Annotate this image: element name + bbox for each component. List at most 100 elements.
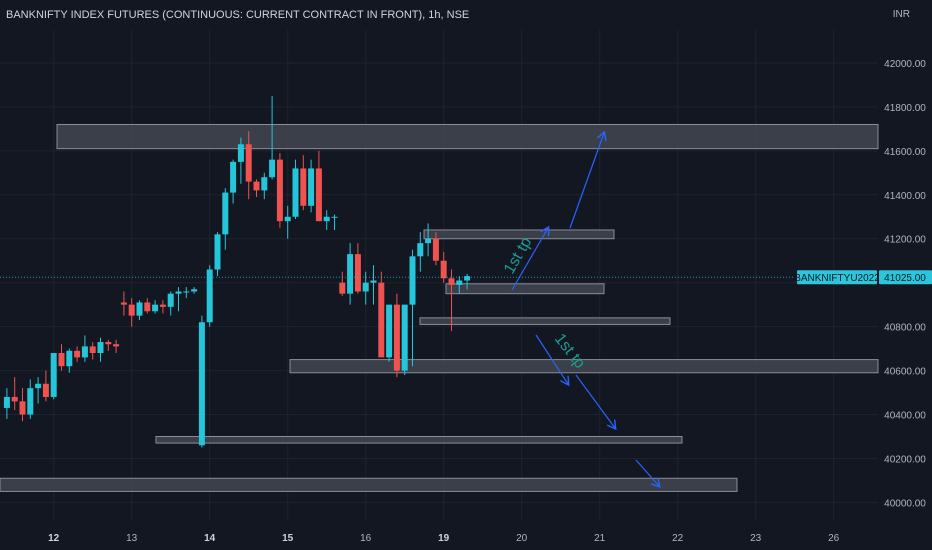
- price-zone[interactable]: [0, 477, 738, 492]
- y-tick-label: 41400.00: [884, 191, 926, 202]
- candle-body: [253, 181, 260, 191]
- candle-body: [89, 346, 96, 354]
- candle-body: [66, 350, 73, 367]
- candle-body: [378, 282, 385, 358]
- currency-label: INR: [892, 9, 910, 20]
- candle-body: [237, 144, 244, 162]
- x-tick-label: 12: [48, 533, 60, 544]
- candle-body: [128, 304, 135, 316]
- candle-body: [11, 396, 18, 402]
- y-tick-label: 40600.00: [884, 367, 926, 378]
- y-tick-label: 40400.00: [884, 411, 926, 422]
- candle-body: [120, 302, 127, 305]
- candle-body: [269, 159, 276, 178]
- candle-body: [58, 353, 65, 367]
- candle-body: [308, 168, 315, 206]
- arrow-drawing: [569, 133, 604, 229]
- candle-body: [113, 344, 120, 347]
- arrow-drawing: [575, 374, 615, 428]
- candle-body: [230, 161, 237, 193]
- arrow-drawing: [635, 459, 659, 486]
- candle-body: [42, 383, 49, 397]
- candle-body: [362, 282, 369, 292]
- candle-body: [245, 144, 252, 182]
- candle-body: [409, 256, 416, 305]
- candle-body: [81, 346, 88, 358]
- candle-body: [339, 282, 346, 294]
- candle-body: [167, 293, 174, 307]
- x-tick-label: 20: [516, 533, 528, 544]
- candle-body: [35, 383, 42, 389]
- y-tick-label: 41600.00: [884, 147, 926, 158]
- candle-body: [386, 304, 393, 358]
- candle-body: [401, 304, 408, 371]
- price-zone[interactable]: [56, 123, 879, 150]
- candle-body: [284, 216, 291, 222]
- candle-body: [183, 291, 190, 293]
- candle-body: [292, 168, 299, 217]
- x-tick-label: 14: [204, 533, 216, 544]
- x-tick-label: 15: [282, 533, 294, 544]
- x-tick-label: 22: [672, 533, 684, 544]
- candle-body: [222, 192, 229, 235]
- candle-body: [198, 322, 205, 446]
- price-zone[interactable]: [419, 317, 671, 325]
- price-zone[interactable]: [289, 359, 879, 374]
- candle-body: [347, 254, 354, 294]
- candle-body: [19, 401, 26, 415]
- price-zone[interactable]: [445, 283, 605, 295]
- annotation-text: 1st tp: [501, 234, 535, 276]
- candle-body: [97, 342, 104, 354]
- last-price-tag-bg: [879, 270, 932, 285]
- candle-body: [464, 276, 471, 281]
- candle-body: [105, 342, 112, 345]
- candle-body: [50, 353, 57, 397]
- candle-body: [261, 177, 268, 191]
- x-tick-label: 16: [360, 533, 372, 544]
- y-tick-label: 42000.00: [884, 59, 926, 70]
- y-tick-label: 41200.00: [884, 235, 926, 246]
- candle-body: [214, 234, 221, 270]
- candle-body: [191, 289, 198, 292]
- x-tick-label: 23: [750, 533, 762, 544]
- x-tick-label: 13: [126, 533, 138, 544]
- candle-body: [152, 304, 159, 312]
- candle-body: [370, 280, 377, 283]
- candle-body: [448, 278, 455, 285]
- candle-body: [300, 168, 307, 206]
- candle-body: [425, 238, 432, 244]
- x-tick-label: 19: [438, 533, 450, 544]
- candle-body: [354, 254, 361, 292]
- candle-body: [159, 304, 166, 307]
- y-tick-label: 41800.00: [884, 103, 926, 114]
- candle-body: [440, 260, 447, 279]
- candle-body: [331, 216, 338, 218]
- candle-body: [276, 159, 283, 222]
- candle-body: [315, 168, 322, 222]
- last-price-tag: 41025.00: [884, 273, 926, 284]
- y-tick-label: 40200.00: [884, 454, 926, 465]
- y-tick-label: 40800.00: [884, 323, 926, 334]
- candle-body: [393, 304, 400, 371]
- candle-body: [175, 291, 182, 294]
- candle-body: [417, 243, 424, 257]
- arrow-drawing: [535, 334, 568, 384]
- price-zone[interactable]: [155, 436, 683, 444]
- candle-body: [432, 238, 439, 261]
- symbol-label: BANKNIFTYU2022: [794, 273, 880, 284]
- x-tick-label: 26: [828, 533, 840, 544]
- candle-body: [74, 350, 81, 358]
- y-tick-label: 40000.00: [884, 498, 926, 509]
- candle-body: [206, 269, 213, 323]
- candle-body: [3, 396, 10, 408]
- chart-title: BANKNIFTY INDEX FUTURES (CONTINUOUS: CUR…: [6, 9, 470, 21]
- arrow-drawing: [511, 228, 548, 291]
- candle-body: [27, 388, 34, 415]
- price-zone[interactable]: [423, 229, 615, 240]
- candle-body: [144, 302, 151, 312]
- candle-body: [323, 216, 330, 222]
- candle-body: [456, 280, 463, 285]
- candle-body: [136, 302, 143, 316]
- x-tick-label: 21: [594, 533, 606, 544]
